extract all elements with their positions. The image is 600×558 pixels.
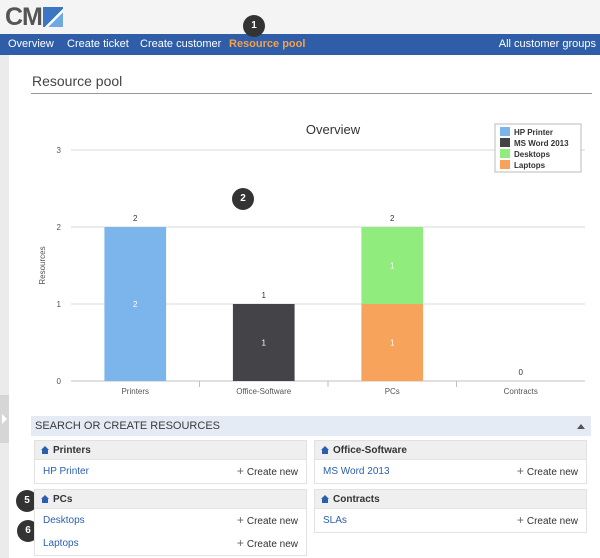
create-new-label: Create new (246, 467, 298, 478)
x-tick-label: Office-Software (236, 387, 292, 396)
bar-segment-label: 1 (390, 262, 395, 271)
group-header: PCs (35, 490, 306, 509)
x-tick-label: PCs (385, 387, 400, 396)
create-new-button[interactable]: + Create new (237, 460, 298, 484)
callout-marker: 6 (17, 520, 39, 542)
nav-item-create-ticket[interactable]: Create ticket (67, 38, 129, 50)
plus-icon: + (236, 536, 244, 550)
bar-segment-label: 1 (262, 339, 267, 348)
sidebar-toggle-icon[interactable] (0, 395, 9, 443)
y-tick-label: 0 (57, 377, 62, 386)
x-tick-label: Contracts (504, 387, 538, 396)
resources-section-header[interactable]: SEARCH OR CREATE RESOURCES (31, 416, 591, 436)
nav-item-resource-pool[interactable]: Resource pool (229, 38, 306, 50)
create-new-label: Create new (526, 467, 578, 478)
y-tick-label: 2 (57, 223, 62, 232)
callout-marker: 1 (243, 15, 265, 37)
chevron-up-icon[interactable] (577, 423, 585, 431)
plus-icon: + (516, 513, 524, 527)
bar-segment-label: 2 (133, 300, 138, 309)
nav-customer-groups[interactable]: All customer groups (498, 38, 596, 50)
create-new-label: Create new (246, 539, 298, 550)
bar-segment (361, 227, 424, 304)
bar-segment (232, 304, 295, 381)
legend-swatch (500, 127, 510, 136)
legend-swatch (500, 149, 510, 158)
resource-row: HP Printer + Create new (35, 460, 306, 483)
group-title: PCs (53, 494, 73, 505)
resource-group-printers: Printers HP Printer + Create new (34, 440, 307, 484)
logo-text: CM (5, 3, 43, 31)
resource-group-pcs: PCs Desktops + Create new Laptops + Create… (34, 489, 307, 556)
plus-icon: + (236, 513, 244, 527)
top-bar: CM (0, 0, 600, 34)
group-header: Office-Software (315, 441, 586, 460)
logo-mark-icon (42, 7, 63, 27)
group-header: Printers (35, 441, 306, 460)
y-tick-label: 1 (57, 300, 62, 309)
bar-segment (104, 227, 167, 381)
callout-marker: 5 (16, 490, 38, 512)
resource-link-desktops[interactable]: Desktops (43, 515, 85, 526)
legend-swatch (500, 138, 510, 147)
page-title: Resource pool (32, 73, 123, 89)
bar-total-label: 1 (262, 291, 267, 300)
create-new-button[interactable]: + Create new (517, 509, 578, 533)
home-icon (321, 446, 329, 454)
bar-total-label: 0 (519, 368, 524, 377)
create-new-button[interactable]: + Create new (237, 532, 298, 556)
resource-link-slas[interactable]: SLAs (323, 515, 347, 526)
resource-row: MS Word 2013 + Create new (315, 460, 586, 483)
legend-label: Laptops (514, 161, 546, 170)
group-title: Office-Software (333, 445, 407, 456)
legend-label: HP Printer (514, 128, 553, 137)
resource-link-ms-word-2013[interactable]: MS Word 2013 (323, 466, 390, 477)
y-tick-label: 3 (57, 146, 62, 155)
group-header: Contracts (315, 490, 586, 509)
legend-swatch (500, 160, 510, 169)
create-new-label: Create new (246, 516, 298, 527)
resource-group-office-software: Office-Software MS Word 2013 + Create new (314, 440, 587, 484)
home-icon (41, 495, 49, 503)
nav-item-overview[interactable]: Overview (8, 38, 54, 50)
nav-item-create-customer[interactable]: Create customer (140, 38, 222, 50)
callout-marker: 2 (232, 188, 254, 210)
group-title: Printers (53, 445, 91, 456)
group-title: Contracts (333, 494, 380, 505)
bar-total-label: 2 (390, 214, 395, 223)
create-new-button[interactable]: + Create new (237, 509, 298, 533)
y-axis-label: Resources (38, 246, 47, 284)
section-title: SEARCH OR CREATE RESOURCES (35, 420, 220, 432)
home-icon (41, 446, 49, 454)
overview-chart: Overview 0 1 2 3 Resources 2 2 Printers 1 1 Office-… (38, 122, 585, 396)
resource-row: Laptops + Create new (35, 532, 306, 555)
x-tick-label: Printers (121, 387, 149, 396)
resource-link-laptops[interactable]: Laptops (43, 538, 79, 549)
plus-icon: + (516, 464, 524, 478)
bar-segment-label: 1 (390, 339, 395, 348)
title-divider (31, 93, 592, 94)
create-new-button[interactable]: + Create new (517, 460, 578, 484)
resource-group-contracts: Contracts SLAs + Create new (314, 489, 587, 533)
main-nav: Overview Create ticket Create customer R… (0, 34, 600, 55)
plus-icon: + (236, 464, 244, 478)
bar-total-label: 2 (133, 214, 138, 223)
resource-row: Desktops + Create new (35, 509, 306, 532)
resource-row: SLAs + Create new (315, 509, 586, 532)
legend-label: Desktops (514, 150, 551, 159)
legend-label: MS Word 2013 (514, 139, 569, 148)
create-new-label: Create new (526, 516, 578, 527)
resource-link-hp-printer[interactable]: HP Printer (43, 466, 89, 477)
left-gutter (0, 55, 9, 558)
logo[interactable]: CM (5, 3, 63, 31)
home-icon (321, 495, 329, 503)
chart-title: Overview (306, 122, 361, 137)
bar-segment (361, 304, 424, 381)
